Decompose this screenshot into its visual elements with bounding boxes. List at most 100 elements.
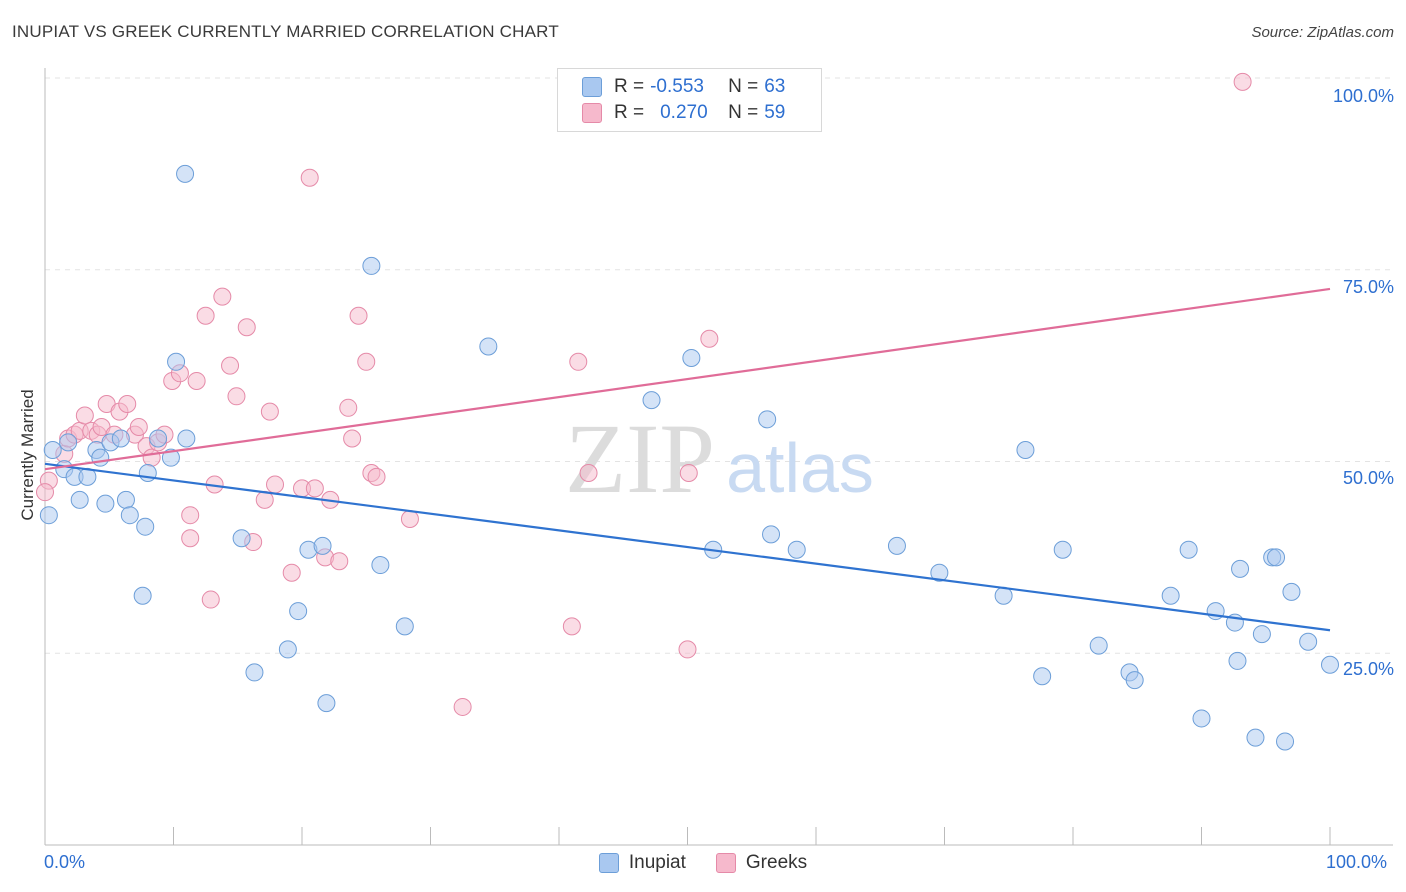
inupiat-point bbox=[96, 494, 115, 513]
inupiat-point bbox=[362, 256, 381, 275]
r-value: 0.270 bbox=[660, 102, 708, 123]
greeks-point bbox=[700, 329, 719, 348]
greeks-point bbox=[266, 475, 285, 494]
inupiat-point bbox=[887, 536, 906, 555]
inupiat-swatch bbox=[598, 853, 619, 873]
stats-row-greeks: R = 0.270 N = 59 bbox=[582, 100, 785, 126]
greeks-point bbox=[181, 506, 200, 525]
inupiat-point bbox=[289, 602, 308, 621]
inupiat-point bbox=[1252, 625, 1271, 644]
greeks-point bbox=[118, 394, 137, 413]
inupiat-point bbox=[133, 586, 152, 605]
greeks-point bbox=[196, 306, 215, 325]
inupiat-point bbox=[176, 164, 195, 183]
stats-row-inupiat: R = -0.553 N = 63 bbox=[582, 74, 785, 100]
inupiat-trend-line bbox=[44, 462, 1331, 632]
greeks-point bbox=[36, 483, 54, 502]
n-label: N = bbox=[728, 76, 759, 97]
inupiat-point bbox=[479, 337, 498, 356]
series-legend: Inupiat Greeks bbox=[0, 852, 1406, 874]
inupiat-point bbox=[111, 429, 130, 448]
inupiat-point bbox=[161, 448, 180, 467]
inupiat-point bbox=[120, 506, 139, 525]
greeks-point bbox=[579, 464, 598, 483]
chart-title: INUPIAT VS GREEK CURRENTLY MARRIED CORRE… bbox=[12, 22, 559, 41]
y-tick-label: 100.0% bbox=[1332, 86, 1394, 106]
inupiat-point bbox=[245, 663, 264, 682]
greeks-point bbox=[213, 287, 232, 306]
inupiat-point bbox=[1321, 655, 1339, 674]
inupiat-point bbox=[136, 517, 155, 536]
greeks-point bbox=[349, 306, 368, 325]
greeks-point bbox=[1233, 72, 1252, 91]
inupiat-swatch bbox=[582, 77, 602, 97]
greeks-point bbox=[330, 552, 349, 571]
greeks-point bbox=[562, 617, 581, 636]
inupiat-point bbox=[1089, 636, 1108, 655]
greeks-point bbox=[300, 168, 319, 187]
inupiat-point bbox=[39, 506, 58, 525]
stats-legend: R = -0.553 N = 63 R = 0.270 N = 59 bbox=[557, 68, 822, 132]
watermark-zip: ZIP bbox=[565, 403, 715, 514]
inupiat-point bbox=[70, 490, 89, 509]
greeks-trend-line bbox=[44, 287, 1331, 471]
inupiat-point bbox=[1192, 709, 1211, 728]
inupiat-point bbox=[116, 490, 135, 509]
inupiat-point bbox=[149, 429, 168, 448]
inupiat-point bbox=[682, 348, 701, 367]
inupiat-point bbox=[278, 640, 297, 659]
trend-lines bbox=[44, 287, 1331, 632]
greeks-point bbox=[343, 429, 362, 448]
inupiat-point bbox=[59, 433, 78, 452]
legend-item-inupiat[interactable]: Inupiat bbox=[598, 852, 686, 874]
legend-item-greeks[interactable]: Greeks bbox=[715, 852, 807, 874]
inupiat-point bbox=[1053, 540, 1072, 559]
greeks-point bbox=[453, 697, 472, 716]
greeks-point bbox=[201, 590, 220, 609]
x-tick-label: 0.0% bbox=[44, 852, 86, 872]
greeks-point bbox=[187, 371, 206, 390]
inupiat-point bbox=[1276, 732, 1295, 751]
r-label: R = bbox=[614, 102, 645, 123]
gridlines bbox=[45, 77, 1393, 654]
series-greeks bbox=[36, 69, 1252, 716]
inupiat-point bbox=[1267, 548, 1286, 567]
inupiat-point bbox=[317, 694, 336, 713]
inupiat-point bbox=[1228, 651, 1247, 670]
n-label: N = bbox=[728, 102, 759, 123]
inupiat-point bbox=[787, 540, 806, 559]
inupiat-point bbox=[371, 556, 390, 575]
greeks-point bbox=[227, 387, 246, 406]
inupiat-point bbox=[930, 563, 949, 582]
greeks-point bbox=[679, 464, 698, 483]
greeks-point bbox=[129, 417, 148, 436]
inupiat-point bbox=[758, 410, 777, 429]
r-label: R = bbox=[614, 76, 645, 97]
inupiat-point bbox=[232, 529, 251, 548]
inupiat-point bbox=[1282, 582, 1301, 601]
r-value: -0.553 bbox=[650, 76, 704, 97]
greeks-point bbox=[569, 352, 588, 371]
watermark-atlas: atlas bbox=[726, 429, 874, 507]
inupiat-point bbox=[762, 525, 781, 544]
axes bbox=[44, 68, 1393, 846]
inupiat-point bbox=[1179, 540, 1198, 559]
greeks-point bbox=[282, 563, 301, 582]
inupiat-point bbox=[1125, 671, 1144, 690]
y-tick-label: 50.0% bbox=[1342, 468, 1394, 488]
inupiat-point bbox=[1033, 667, 1052, 686]
greeks-point bbox=[181, 529, 200, 548]
n-value: 63 bbox=[764, 76, 786, 97]
greeks-point bbox=[237, 318, 256, 337]
legend-label: Inupiat bbox=[628, 852, 686, 873]
greeks-point bbox=[367, 467, 386, 486]
greeks-point bbox=[305, 479, 324, 498]
greeks-point bbox=[142, 448, 161, 467]
n-value: 59 bbox=[764, 102, 786, 123]
inupiat-point bbox=[642, 391, 661, 410]
greeks-swatch bbox=[582, 103, 602, 123]
inupiat-point bbox=[1016, 440, 1035, 459]
inupiat-point bbox=[1231, 559, 1250, 578]
inupiat-point bbox=[1299, 632, 1318, 651]
